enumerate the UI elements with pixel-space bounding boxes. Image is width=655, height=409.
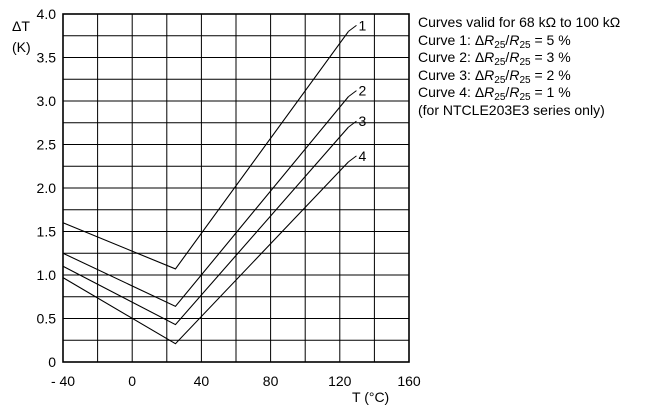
notes-curve-1: Curve 1: ΔR25/R25 = 5 % bbox=[418, 31, 571, 51]
notes-curve-4: Curve 4: ΔR25/R25 = 1 % bbox=[418, 84, 571, 103]
x-tick-label: 160 bbox=[397, 373, 421, 389]
plot-frame bbox=[62, 13, 410, 363]
y-axis-label-unit: (K) bbox=[12, 39, 31, 55]
x-tick-label: 120 bbox=[328, 373, 352, 389]
y-tick-label: 3.5 bbox=[37, 50, 57, 66]
curve-1-line bbox=[62, 31, 349, 270]
grid-lines bbox=[63, 14, 409, 362]
y-tick-labels: 0 0.5 1.0 1.5 2.0 2.5 3.0 3.5 4.0 bbox=[37, 6, 57, 370]
y-tick-label: 0.5 bbox=[37, 311, 57, 327]
curve-notes: Curves valid for 68 kΩ to 100 kΩ Curve 1… bbox=[418, 14, 620, 119]
x-tick-label: 0 bbox=[128, 373, 136, 389]
x-axis-label: T (°C) bbox=[352, 389, 389, 405]
x-tick-label: 40 bbox=[194, 373, 210, 389]
curve-1-leader bbox=[348, 24, 357, 32]
y-tick-label: 1.5 bbox=[37, 224, 57, 240]
y-tick-label: 3.0 bbox=[37, 93, 57, 109]
y-tick-label: 4.0 bbox=[37, 6, 57, 22]
y-axis-label-symbol: ΔT bbox=[12, 18, 30, 34]
curves bbox=[62, 31, 349, 345]
curve-4-leader bbox=[348, 155, 357, 163]
curve-3-label: 3 bbox=[358, 113, 366, 129]
curve-1-label: 1 bbox=[358, 17, 366, 33]
y-tick-label: 2.5 bbox=[37, 137, 57, 153]
notes-validity: Curves valid for 68 kΩ to 100 kΩ bbox=[418, 14, 621, 30]
curve-4-label: 4 bbox=[358, 148, 366, 164]
y-tick-label: 0 bbox=[48, 354, 56, 370]
curve-2-line bbox=[62, 96, 349, 307]
curve-2-label: 2 bbox=[358, 83, 366, 99]
curve-3-line bbox=[62, 126, 349, 326]
x-tick-labels: - 40 0 40 80 120 160 bbox=[51, 373, 421, 389]
y-tick-label: 2.0 bbox=[37, 180, 57, 196]
y-tick-label: 1.0 bbox=[37, 267, 57, 283]
curve-4-line bbox=[62, 161, 349, 345]
curve-3-leader bbox=[348, 120, 357, 128]
notes-curve-2: Curve 2: ΔR25/R25 = 3 % bbox=[418, 49, 571, 68]
notes-footer: (for NTCLE203E3 series only) bbox=[418, 101, 605, 118]
curve-2-leader bbox=[348, 90, 357, 98]
notes-curve-3: Curve 3: ΔR25/R25 = 2 % bbox=[418, 66, 571, 86]
x-tick-label: 80 bbox=[263, 373, 279, 389]
x-tick-label: - 40 bbox=[51, 373, 75, 389]
curve-label-leaders: 1 2 3 4 bbox=[348, 17, 366, 164]
